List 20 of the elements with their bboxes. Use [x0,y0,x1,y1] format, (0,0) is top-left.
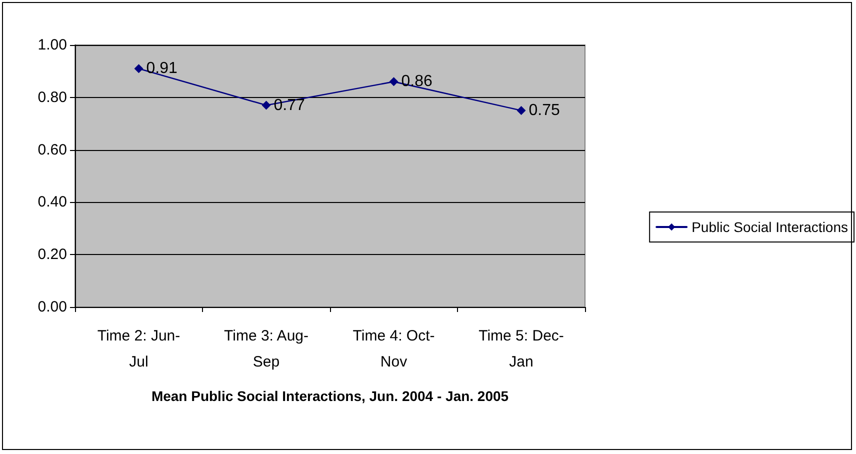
point [516,106,526,115]
data-label: 0.77 [274,96,305,114]
x-tick-label: Time 4: Oct-Nov [352,328,435,370]
point [262,100,271,110]
point [389,77,398,86]
y-tick-label: 0.00 [38,298,67,316]
data-label: 0.91 [146,60,178,78]
x-tick-label: Time 2: Jun-Jul [97,328,180,370]
point [134,64,144,74]
x-tick-label: Time 3: Aug-Sep [224,328,308,370]
y-tick-label: 0.40 [38,194,67,211]
y-tick-label: 0.80 [38,88,67,106]
data-label: 0.86 [401,73,432,90]
y-tick-label: 0.60 [38,141,67,158]
x-axis-title: Mean Public Social Interactions, Jun. 2004 - Jan. 2005 [151,388,509,404]
data-label: 0.75 [528,102,560,119]
x-tick-label: Time 5: Dec-Jan [478,328,564,370]
legend-label: Public Social Interactions [692,219,848,235]
y-tick-label: 1.00 [38,36,67,54]
y-tick-label: 0.20 [38,246,67,264]
